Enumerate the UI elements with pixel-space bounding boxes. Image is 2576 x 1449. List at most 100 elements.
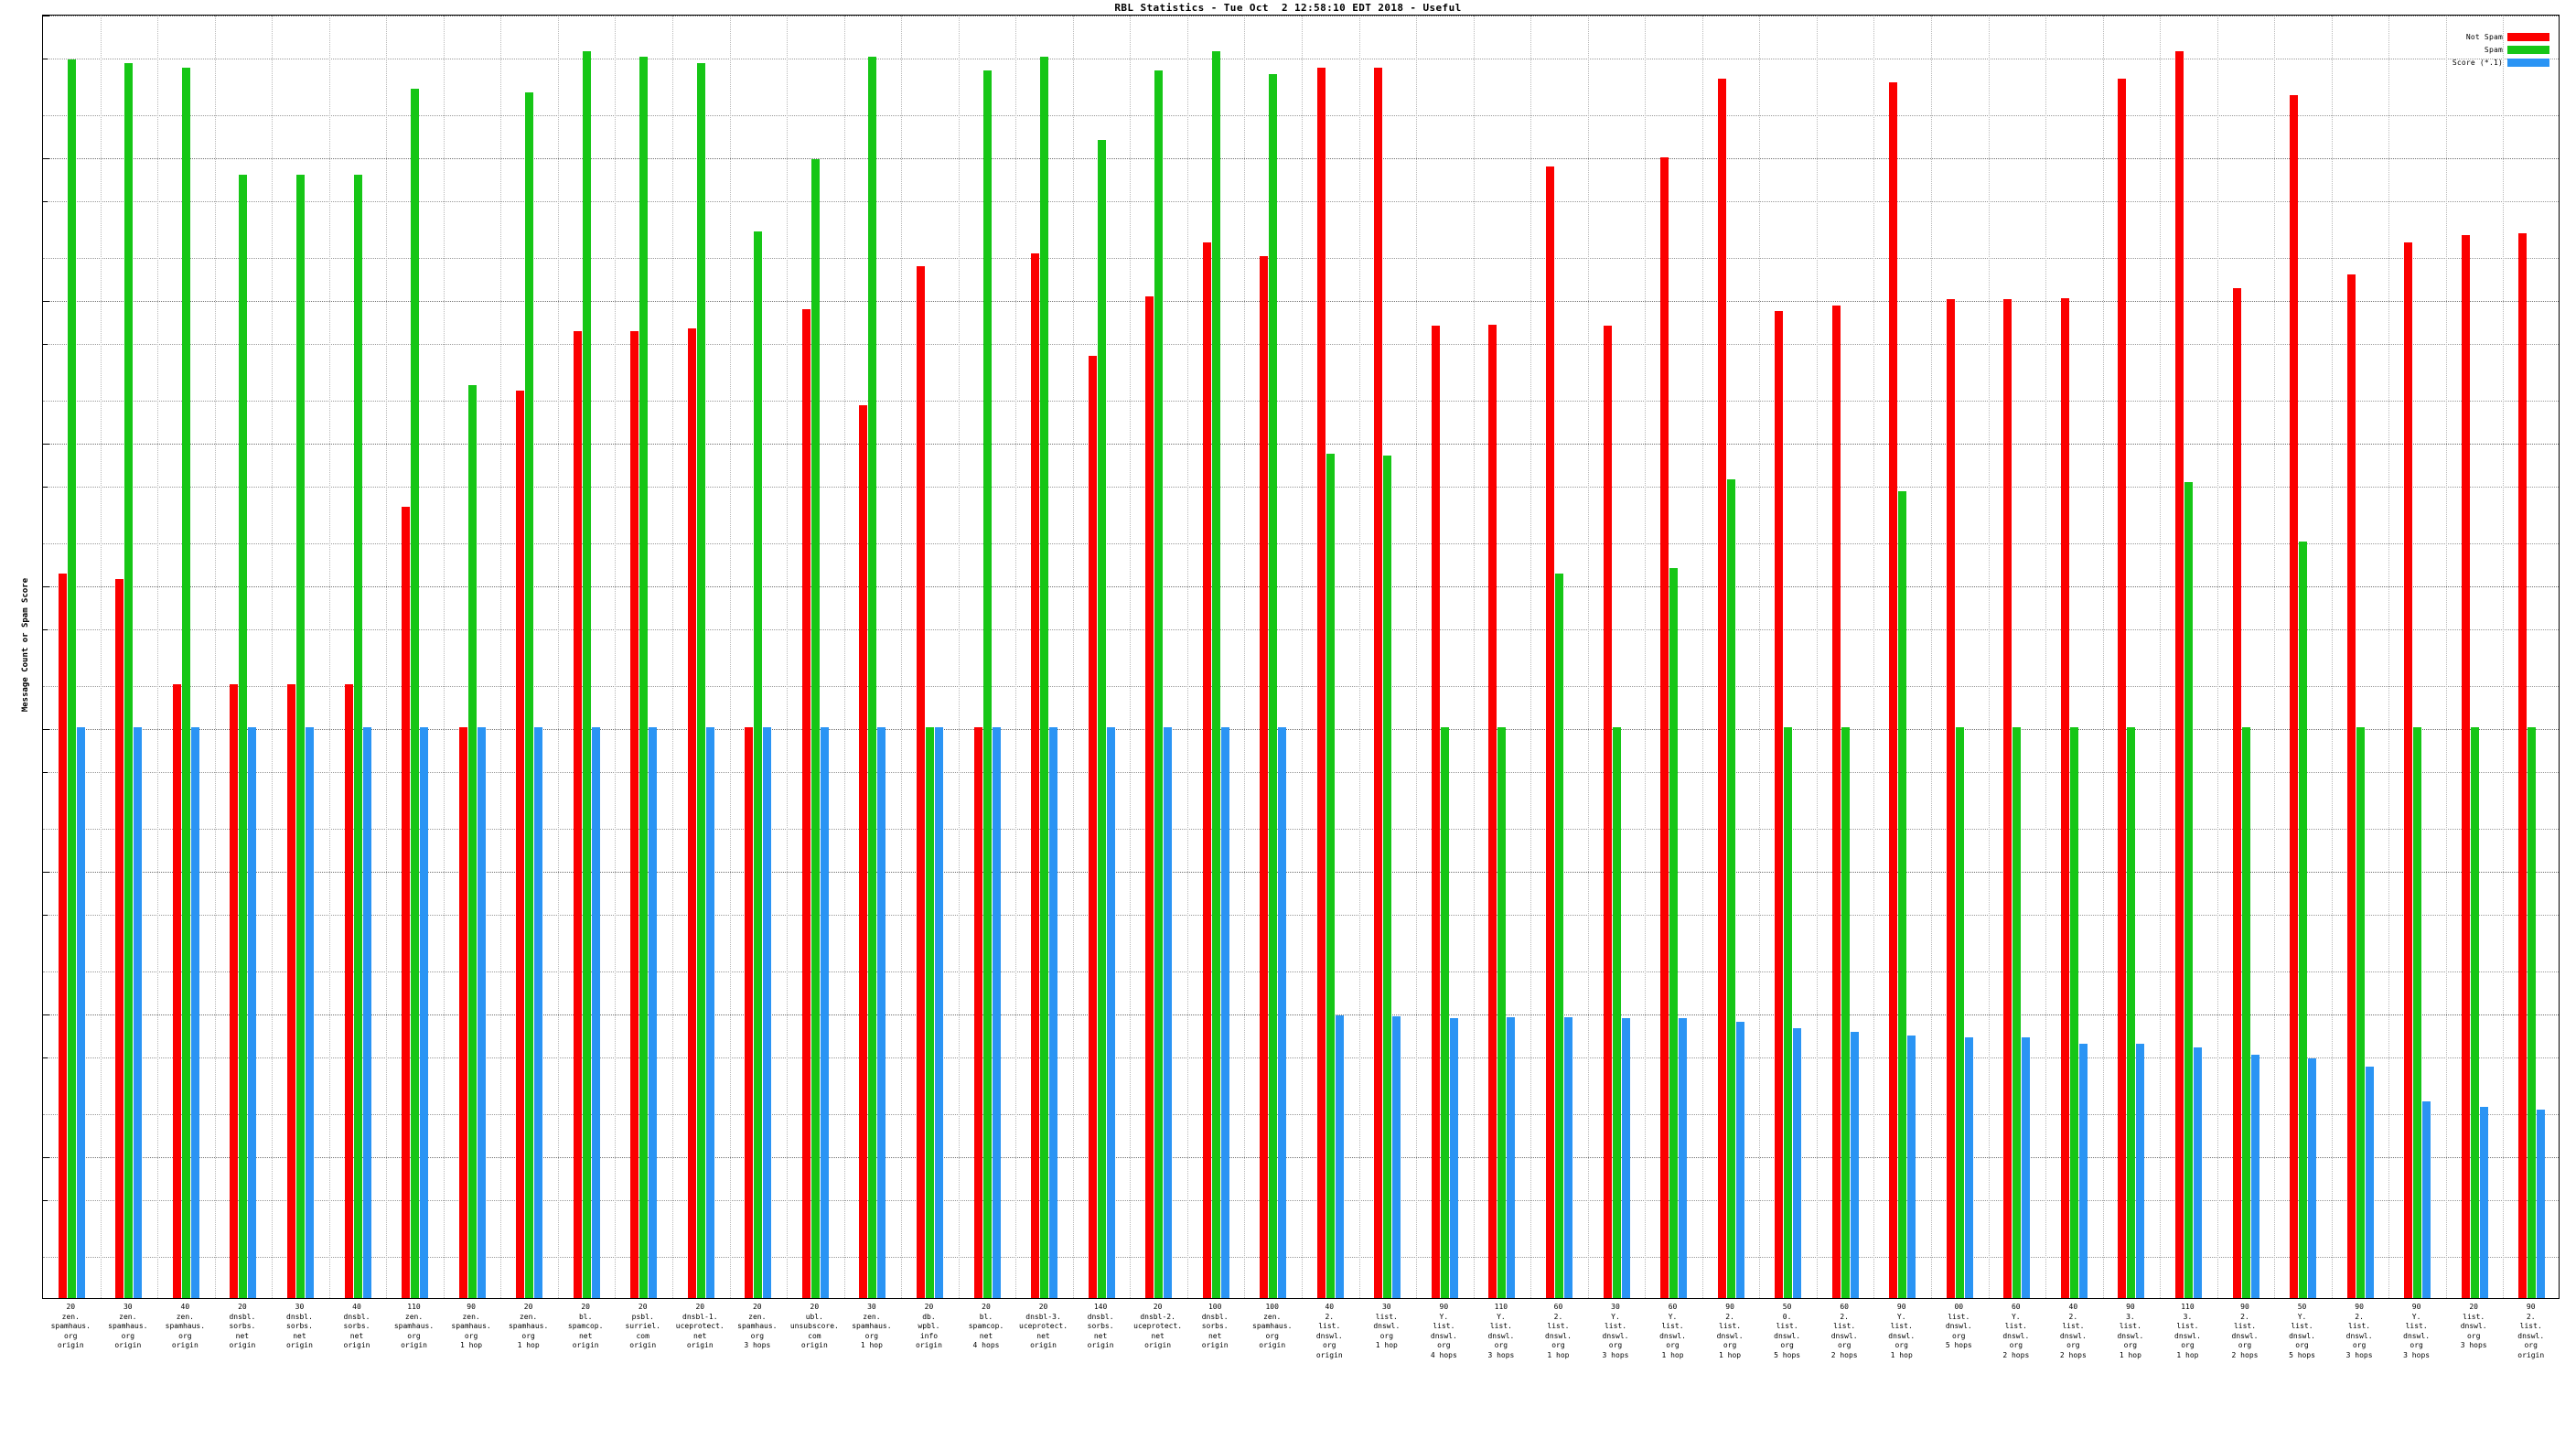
- bar-spam[interactable]: [1383, 456, 1392, 1298]
- bar-score[interactable]: [992, 727, 1001, 1298]
- bar-spam[interactable]: [982, 70, 992, 1298]
- bar-spam[interactable]: [1784, 727, 1793, 1298]
- bar-spam[interactable]: [925, 727, 934, 1298]
- bar-score[interactable]: [1335, 1015, 1344, 1298]
- bar-notspam[interactable]: [2060, 297, 2069, 1298]
- bar-spam[interactable]: [1326, 454, 1335, 1298]
- bar-spam[interactable]: [1040, 56, 1049, 1298]
- bar-notspam[interactable]: [1374, 67, 1383, 1298]
- bar-notspam[interactable]: [1545, 166, 1554, 1298]
- bar-spam[interactable]: [239, 174, 248, 1298]
- bar-score[interactable]: [2365, 1066, 2374, 1298]
- bar-spam[interactable]: [295, 174, 305, 1298]
- bar-notspam[interactable]: [172, 684, 181, 1298]
- bar-notspam[interactable]: [344, 684, 353, 1298]
- bar-score[interactable]: [2193, 1047, 2202, 1298]
- bar-spam[interactable]: [353, 174, 362, 1298]
- bar-notspam[interactable]: [2174, 50, 2184, 1298]
- bar-spam[interactable]: [2127, 727, 2136, 1298]
- bar-spam[interactable]: [525, 92, 534, 1298]
- bar-score[interactable]: [1164, 727, 1173, 1298]
- bar-score[interactable]: [877, 727, 886, 1298]
- bar-spam[interactable]: [411, 88, 420, 1298]
- bar-notspam[interactable]: [230, 684, 239, 1298]
- bar-score[interactable]: [1563, 1016, 1572, 1298]
- bar-spam[interactable]: [1211, 50, 1220, 1298]
- bar-score[interactable]: [763, 727, 772, 1298]
- bar-spam[interactable]: [1841, 727, 1850, 1298]
- bar-notspam[interactable]: [1660, 157, 1669, 1298]
- bar-spam[interactable]: [1154, 70, 1164, 1298]
- bar-score[interactable]: [1106, 727, 1115, 1298]
- bar-spam[interactable]: [1955, 727, 1964, 1298]
- bar-score[interactable]: [477, 727, 486, 1298]
- bar-spam[interactable]: [1554, 573, 1563, 1298]
- bar-score[interactable]: [534, 727, 543, 1298]
- bar-notspam[interactable]: [2290, 94, 2299, 1298]
- bar-score[interactable]: [2022, 1037, 2031, 1298]
- bar-notspam[interactable]: [2518, 232, 2528, 1298]
- bar-notspam[interactable]: [1145, 295, 1154, 1298]
- bar-spam[interactable]: [2413, 727, 2422, 1298]
- bar-notspam[interactable]: [801, 309, 810, 1298]
- bar-spam[interactable]: [2241, 727, 2250, 1298]
- bar-notspam[interactable]: [630, 330, 639, 1298]
- bar-notspam[interactable]: [2232, 287, 2241, 1298]
- bar-notspam[interactable]: [1431, 326, 1440, 1298]
- bar-notspam[interactable]: [1831, 306, 1841, 1298]
- bar-score[interactable]: [649, 727, 658, 1298]
- bar-notspam[interactable]: [286, 684, 295, 1298]
- bar-score[interactable]: [134, 727, 143, 1298]
- bar-spam[interactable]: [2184, 482, 2193, 1298]
- bar-spam[interactable]: [2069, 727, 2078, 1298]
- bar-notspam[interactable]: [1946, 299, 1955, 1298]
- bar-notspam[interactable]: [687, 328, 696, 1298]
- bar-spam[interactable]: [2356, 727, 2365, 1298]
- bar-score[interactable]: [420, 727, 429, 1298]
- bar-notspam[interactable]: [458, 727, 467, 1298]
- bar-notspam[interactable]: [745, 727, 754, 1298]
- bar-spam[interactable]: [810, 159, 820, 1298]
- bar-notspam[interactable]: [1088, 356, 1097, 1298]
- bar-notspam[interactable]: [115, 578, 124, 1298]
- bar-score[interactable]: [1679, 1017, 1688, 1298]
- bar-notspam[interactable]: [1717, 79, 1726, 1298]
- bar-notspam[interactable]: [2118, 79, 2127, 1298]
- bar-score[interactable]: [1621, 1017, 1630, 1298]
- bar-spam[interactable]: [124, 63, 134, 1298]
- bar-score[interactable]: [1049, 727, 1058, 1298]
- bar-spam[interactable]: [67, 59, 76, 1298]
- bar-score[interactable]: [248, 727, 257, 1298]
- bar-score[interactable]: [1449, 1017, 1458, 1298]
- bar-notspam[interactable]: [58, 573, 67, 1298]
- bar-score[interactable]: [934, 727, 943, 1298]
- bar-notspam[interactable]: [1775, 310, 1784, 1298]
- bar-spam[interactable]: [754, 231, 763, 1298]
- bar-score[interactable]: [1507, 1016, 1516, 1298]
- bar-score[interactable]: [1850, 1032, 1859, 1298]
- bar-score[interactable]: [190, 727, 199, 1298]
- bar-notspam[interactable]: [1603, 326, 1612, 1298]
- bar-spam[interactable]: [467, 384, 477, 1298]
- bar-score[interactable]: [2308, 1057, 2317, 1298]
- bar-score[interactable]: [591, 727, 600, 1298]
- bar-spam[interactable]: [1669, 568, 1679, 1298]
- bar-score[interactable]: [2136, 1043, 2145, 1298]
- bar-notspam[interactable]: [2404, 242, 2413, 1298]
- bar-spam[interactable]: [1497, 727, 1507, 1298]
- bar-score[interactable]: [1964, 1037, 1973, 1298]
- bar-notspam[interactable]: [2346, 274, 2356, 1298]
- bar-spam[interactable]: [868, 56, 877, 1298]
- bar-spam[interactable]: [582, 50, 591, 1298]
- bar-spam[interactable]: [181, 67, 190, 1298]
- bar-spam[interactable]: [1612, 727, 1621, 1298]
- bar-notspam[interactable]: [1031, 252, 1040, 1298]
- bar-spam[interactable]: [2528, 727, 2537, 1298]
- bar-notspam[interactable]: [973, 727, 982, 1298]
- bar-score[interactable]: [362, 727, 371, 1298]
- bar-score[interactable]: [820, 727, 829, 1298]
- bar-spam[interactable]: [2299, 542, 2308, 1298]
- bar-notspam[interactable]: [2003, 299, 2012, 1298]
- bar-score[interactable]: [705, 727, 714, 1298]
- bar-spam[interactable]: [2012, 727, 2022, 1298]
